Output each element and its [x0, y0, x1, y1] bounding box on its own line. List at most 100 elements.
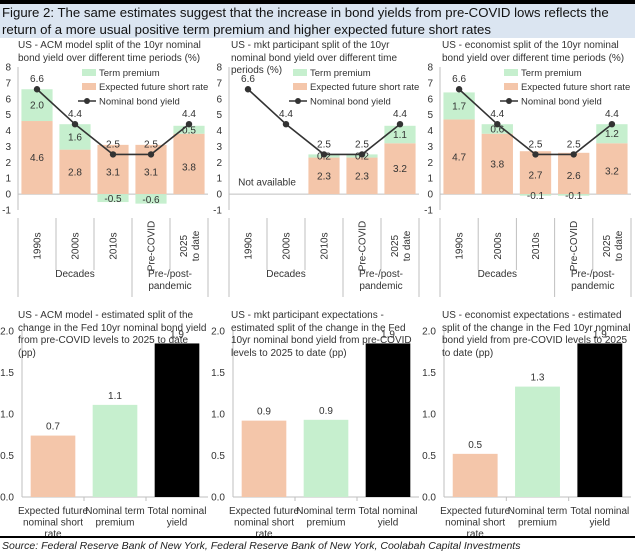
chart-mkt-change: US - mkt participant expectations - esti…	[211, 310, 423, 540]
data-label-term-premium: 2.0	[30, 101, 44, 112]
bar-short-rate	[443, 119, 475, 195]
category-label: Pre-COVID	[569, 221, 580, 272]
y-tick-label: 1.0	[0, 410, 14, 421]
y-tick-label: 8	[216, 63, 222, 74]
bar-short-rate	[481, 133, 513, 195]
category-label: 2010s	[109, 232, 120, 259]
y-tick-label: 5	[427, 110, 433, 121]
category-label: 2000s	[282, 232, 293, 259]
y-tick-label: 2.0	[0, 327, 14, 338]
data-label: 0.5	[468, 440, 482, 451]
y-tick-label: 7	[427, 78, 433, 89]
point-nominal-yield	[147, 151, 155, 158]
legend-label: Term premium	[99, 68, 160, 79]
chart-title: US - mkt participant split of the 10yr n…	[231, 40, 398, 76]
group-label: Pre-/post-pandemic	[148, 269, 192, 292]
data-label-nominal-yield: 4.4	[182, 109, 196, 120]
point-nominal-yield	[244, 86, 252, 93]
bar-short-rate	[30, 435, 76, 497]
bar-short-rate	[519, 151, 552, 195]
bar-term-premium	[558, 194, 590, 196]
data-label-short-rate: 2.7	[529, 170, 543, 181]
data-label-nominal-yield: 4.4	[68, 109, 82, 120]
y-tick-label: 0	[427, 190, 433, 201]
chart-plot: 8 7 6 5 4 3 2 1 0 -1 4.6 2.0 2.8 1.6 3.1 -0.5 3.1 -0.6 3.8…	[2, 63, 209, 297]
bar-term-premium	[515, 386, 560, 497]
chart-title: US - economist split of the 10yr nominal…	[442, 40, 625, 64]
y-tick-label: 1.5	[422, 368, 436, 379]
data-label: 0.9	[257, 407, 271, 418]
bottom-rule	[0, 536, 635, 538]
category-label: Pre-COVID	[147, 221, 158, 272]
figure-title: Figure 2: The same estimates suggest tha…	[0, 4, 635, 38]
y-tick-label: -1	[213, 206, 222, 217]
data-label-short-rate: 3.8	[182, 162, 196, 173]
chart-mkt-split: US - mkt participant split of the 10yr n…	[211, 40, 423, 310]
category-label: 2000s	[493, 232, 504, 259]
y-tick-label: 3	[427, 142, 433, 153]
data-label: 1.9	[593, 329, 607, 340]
legend-label: Term premium	[521, 68, 582, 79]
bar-term-premium	[519, 194, 552, 196]
point-nominal-yield	[282, 121, 290, 128]
data-label-term-premium: 0.6	[490, 124, 504, 135]
category-label: 1990s	[244, 232, 255, 259]
chart-plot: 2.0 1.5 1.0 0.5 0.0 0.5 1.3 1.9 Expected future n…	[422, 327, 631, 540]
category-label: 2025to date	[602, 230, 625, 261]
y-tick-label: 2	[5, 158, 11, 169]
group-label: Decades	[55, 269, 94, 280]
y-tick-label: 1.5	[211, 368, 225, 379]
chart-title: US - mkt participant expectations - esti…	[231, 310, 412, 359]
legend-label: Term premium	[310, 68, 371, 79]
y-tick-label: 7	[216, 78, 222, 89]
point-nominal-yield	[358, 151, 366, 158]
point-nominal-yield	[320, 151, 328, 158]
data-label-nominal-yield: 2.5	[144, 139, 158, 150]
legend-label: Expected future short rate	[521, 82, 630, 93]
bar-term-premium	[596, 124, 628, 144]
bar-short-rate	[241, 420, 287, 497]
y-tick-label: 1	[5, 174, 11, 185]
legend-marker-nominal-yield	[295, 98, 301, 104]
group-label: Pre-/post-pandemic	[571, 269, 615, 292]
point-nominal-yield	[532, 151, 539, 158]
y-tick-label: 0.5	[0, 451, 14, 462]
y-tick-label: 2.0	[211, 327, 225, 338]
y-tick-label: 1.0	[422, 410, 436, 421]
data-label-short-rate: 2.6	[567, 171, 581, 182]
chart-title: US - economist expectations - estimated …	[442, 310, 631, 359]
data-label-short-rate: 2.8	[68, 167, 82, 178]
point-nominal-yield	[570, 151, 577, 158]
bar-term-premium	[21, 89, 53, 122]
bar-short-rate	[21, 121, 53, 195]
data-label-short-rate: 3.2	[393, 164, 407, 175]
group-label: Decades	[266, 269, 305, 280]
chart-acm-split: US - ACM model split of the 10yr nominal…	[0, 40, 212, 310]
y-tick-label: 0.0	[211, 493, 225, 504]
data-label-nominal-yield: 2.5	[355, 139, 369, 150]
bar-short-rate	[596, 143, 628, 195]
bar-total	[365, 343, 411, 497]
bar-term-premium	[303, 419, 349, 497]
point-nominal-yield	[33, 86, 41, 93]
bar-term-premium	[173, 125, 205, 134]
y-tick-label: 8	[427, 63, 433, 74]
data-label-term-premium: 1.7	[452, 101, 466, 112]
y-tick-label: 5	[216, 110, 222, 121]
data-label-term-premium: -0.6	[142, 195, 160, 206]
data-label-nominal-yield: 2.5	[106, 139, 120, 150]
legend-swatch-term-premium	[82, 69, 96, 76]
bar-term-premium	[135, 194, 167, 204]
y-tick-label: 6	[5, 94, 11, 105]
y-tick-label: 0.0	[422, 493, 436, 504]
y-tick-label: 5	[5, 110, 11, 121]
category-label: Expected future nominal short rate	[18, 506, 88, 536]
data-label: 0.7	[46, 422, 60, 433]
bar-total	[577, 343, 623, 497]
y-tick-label: -1	[424, 206, 433, 217]
legend-label: Nominal bond yield	[310, 97, 391, 108]
data-label-nominal-yield: 2.5	[317, 139, 331, 150]
category-label: Expected future nominal short rate	[229, 506, 299, 536]
legend-label: Nominal bond yield	[99, 97, 180, 108]
data-label-short-rate: 2.3	[317, 171, 331, 182]
